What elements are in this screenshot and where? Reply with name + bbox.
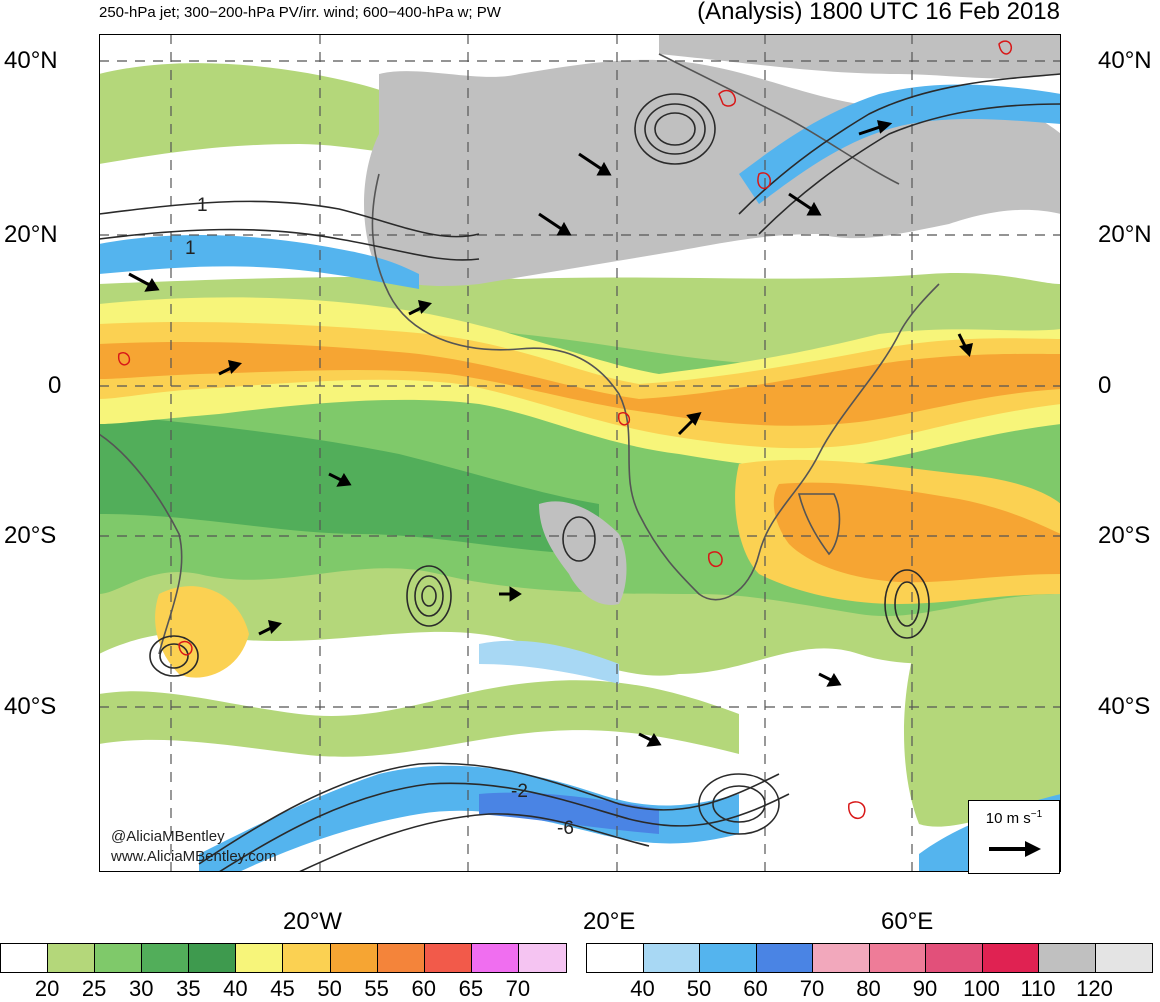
colorbar-swatch [813,944,870,972]
colorbar-swatch [587,944,644,972]
colorbar-tick-label: 70 [799,976,825,1001]
contour-label: -2 [511,781,528,802]
colorbar-tick-label: 65 [458,976,484,1001]
map-subtitle: 250-hPa jet; 300−200-hPa PV/irr. wind; 6… [99,4,501,21]
pw-colorbar [0,943,567,973]
jet-colorbar-ticks: 40 50 60 70 80 90 100 110 120 [586,976,1151,1001]
colorbar-tick-label: 60 [743,976,768,1001]
credit-website: www.AliciaMBentley.com [111,848,277,865]
weather-map: 1 1 -2 -6 [99,34,1061,872]
colorbar-tick-label: 70 [505,976,531,1001]
colorbar-swatch [869,944,926,972]
colorbar-tick-label: 55 [364,976,389,1001]
colorbar-tick-label: 90 [912,976,938,1001]
colorbar-swatch [518,944,566,972]
colorbar-swatch [643,944,700,972]
colorbar-swatch [926,944,983,972]
colorbar-swatch [330,944,378,972]
colorbar-swatch [377,944,425,972]
lon-label: 20°E [583,908,636,935]
colorbar-swatch [471,944,519,972]
lat-label-right: 0 [1098,372,1112,399]
lon-label: 60°E [881,908,934,935]
lat-label-left: 20°S [4,522,57,549]
lat-label-right: 40°N [1098,47,1152,74]
lat-label-right: 40°S [1098,693,1151,720]
colorbar-tick-label: 25 [81,976,107,1001]
lat-label-left: 0 [48,372,62,399]
map-title: (Analysis) 1800 UTC 16 Feb 2018 [697,0,1060,25]
colorbar-swatch [982,944,1039,972]
colorbar-swatch [236,944,284,972]
colorbar-tick-label: 30 [129,976,154,1001]
colorbar-tick-label: 45 [270,976,295,1001]
colorbar-swatch [756,944,813,972]
colorbar-swatch [189,944,237,972]
reference-vector-label: 10 m s−1 [985,809,1043,827]
colorbar-tick-label: 60 [411,976,436,1001]
jet-colorbar [586,943,1153,973]
reference-vector-box: 10 m s−1 [968,800,1060,874]
colorbar-swatch [700,944,757,972]
lat-label-left: 40°N [4,47,58,74]
contour-label: 1 [185,238,196,259]
colorbar-swatch [142,944,190,972]
vertical-motion-contours [117,40,1013,820]
reference-arrow-icon [989,841,1041,857]
pw-colorbar-ticks: 20 25 30 35 40 45 50 55 60 65 70 [0,976,565,1001]
colorbar-tick-label: 120 [1076,976,1113,1001]
colorbar-tick-label: 80 [856,976,881,1001]
colorbar-swatch [95,944,143,972]
lat-label-right: 20°S [1098,522,1151,549]
lat-label-right: 20°N [1098,221,1152,248]
colorbar-swatch [1,944,49,972]
credit-handle: @AliciaMBentley [111,828,225,845]
lat-label-left: 20°N [4,221,58,248]
coastlines [99,53,940,655]
colorbar-tick-label: 100 [963,976,1000,1001]
colorbar-swatch [283,944,331,972]
colorbar-swatch [48,944,96,972]
colorbar-tick-label: 20 [34,976,60,1001]
colorbar-tick-label: 50 [317,976,342,1001]
colorbar-tick-label: 35 [176,976,201,1001]
lon-label: 20°W [283,908,342,935]
colorbar-swatch [1039,944,1096,972]
colorbar-swatch [424,944,472,972]
colorbar-tick-label: 40 [630,976,655,1001]
colorbar-tick-label: 110 [1020,976,1056,1001]
contour-label: -6 [557,818,574,839]
contour-label: 1 [197,195,208,216]
colorbar-tick-label: 40 [223,976,248,1001]
lat-label-left: 40°S [4,693,57,720]
lat-lon-grid [99,34,1061,872]
colorbar-swatch [1095,944,1152,972]
colorbar-tick-label: 50 [686,976,712,1001]
